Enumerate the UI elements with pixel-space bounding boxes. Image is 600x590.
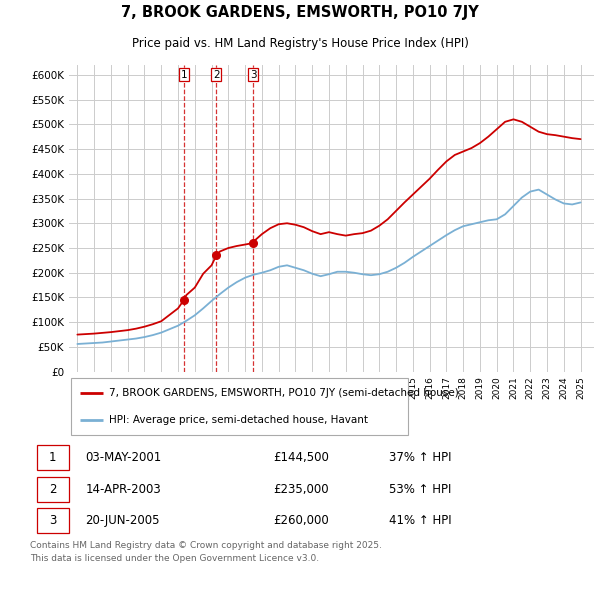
Text: 1: 1 — [49, 451, 56, 464]
FancyBboxPatch shape — [71, 378, 408, 435]
Text: 53% ↑ HPI: 53% ↑ HPI — [389, 483, 451, 496]
Text: £144,500: £144,500 — [273, 451, 329, 464]
Text: 7, BROOK GARDENS, EMSWORTH, PO10 7JY: 7, BROOK GARDENS, EMSWORTH, PO10 7JY — [121, 5, 479, 20]
Text: HPI: Average price, semi-detached house, Havant: HPI: Average price, semi-detached house,… — [109, 415, 368, 425]
Text: £260,000: £260,000 — [273, 514, 329, 527]
Text: 2: 2 — [213, 70, 220, 80]
Text: 7, BROOK GARDENS, EMSWORTH, PO10 7JY (semi-detached house): 7, BROOK GARDENS, EMSWORTH, PO10 7JY (se… — [109, 388, 459, 398]
FancyBboxPatch shape — [37, 445, 68, 470]
Text: Contains HM Land Registry data © Crown copyright and database right 2025.
This d: Contains HM Land Registry data © Crown c… — [30, 541, 382, 563]
Text: 3: 3 — [49, 514, 56, 527]
Text: 37% ↑ HPI: 37% ↑ HPI — [389, 451, 451, 464]
Text: Price paid vs. HM Land Registry's House Price Index (HPI): Price paid vs. HM Land Registry's House … — [131, 37, 469, 50]
Text: 41% ↑ HPI: 41% ↑ HPI — [389, 514, 451, 527]
FancyBboxPatch shape — [37, 477, 68, 502]
Text: 3: 3 — [250, 70, 256, 80]
Text: 20-JUN-2005: 20-JUN-2005 — [85, 514, 160, 527]
FancyBboxPatch shape — [37, 508, 68, 533]
Text: 2: 2 — [49, 483, 56, 496]
Text: 1: 1 — [181, 70, 187, 80]
Text: 03-MAY-2001: 03-MAY-2001 — [85, 451, 161, 464]
Text: 14-APR-2003: 14-APR-2003 — [85, 483, 161, 496]
Text: £235,000: £235,000 — [273, 483, 329, 496]
